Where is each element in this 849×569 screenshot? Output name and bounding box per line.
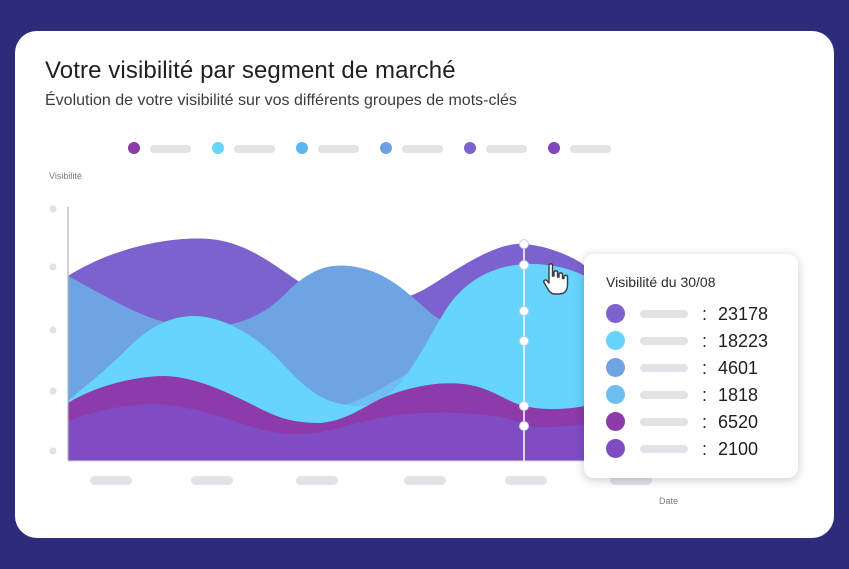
hand-pointer-icon: [543, 263, 569, 295]
tooltip-label-placeholder: [640, 391, 688, 399]
tooltip-title: Visibilité du 30/08: [606, 274, 716, 290]
x-tick-label-placeholder: [191, 476, 233, 485]
tooltip-color-dot: [606, 439, 625, 458]
y-tick-markers: [49, 205, 57, 455]
tooltip-row: : 2100: [606, 439, 786, 459]
tooltip-separator: :: [702, 385, 708, 405]
tooltip-label-placeholder: [640, 337, 688, 345]
tooltip-color-dot: [606, 304, 625, 323]
tooltip-color-dot: [606, 331, 625, 350]
crosshair-point: [519, 401, 529, 411]
legend-color-dot: [380, 142, 392, 154]
y-tick-dot: [49, 447, 57, 455]
tooltip-color-dot: [606, 412, 625, 431]
y-tick-dot: [49, 387, 57, 395]
tooltip-value: 6520: [718, 412, 759, 432]
tooltip-separator: :: [702, 331, 708, 351]
page-title: Votre visibilité par segment de marché: [45, 57, 456, 84]
x-tick-label-placeholder: [610, 476, 652, 485]
stacked-area-chart[interactable]: [15, 31, 834, 538]
tooltip-value: 18223: [718, 331, 769, 351]
chart-tooltip: Visibilité du 30/08 : 23178 : 18223 : 46…: [584, 254, 798, 478]
tooltip-separator: :: [702, 439, 708, 459]
tooltip-label-placeholder: [640, 418, 688, 426]
legend-label-placeholder: [318, 145, 359, 153]
page-subtitle: Évolution de votre visibilité sur vos di…: [45, 92, 517, 109]
tooltip-separator: :: [702, 358, 708, 378]
tooltip-separator: :: [702, 412, 708, 432]
legend-label-placeholder: [150, 145, 191, 153]
tooltip-row: : 1818: [606, 385, 786, 405]
crosshair-point: [519, 421, 529, 431]
y-tick-dot: [49, 326, 57, 334]
legend-label-placeholder: [402, 145, 443, 153]
legend-color-dot: [212, 142, 224, 154]
hover-crosshair: [519, 239, 529, 461]
tooltip-row: : 6520: [606, 412, 786, 432]
chart-areas: [68, 238, 585, 461]
x-tick-label-placeholder: [404, 476, 446, 485]
x-tick-label-placeholders: [90, 476, 652, 485]
legend-color-dot: [464, 142, 476, 154]
tooltip-row: : 23178: [606, 304, 786, 324]
x-axis-label: Date: [659, 496, 679, 506]
legend-color-dot: [548, 142, 560, 154]
area-series-6[interactable]: [68, 404, 585, 461]
crosshair-point: [519, 336, 529, 346]
tooltip-value: 4601: [718, 358, 759, 378]
crosshair-point: [519, 260, 529, 270]
legend-label-placeholder: [570, 145, 611, 153]
tooltip-color-dot: [606, 358, 625, 377]
tooltip-value: 23178: [718, 304, 769, 324]
x-tick-label-placeholder: [90, 476, 132, 485]
legend-color-dot: [296, 142, 308, 154]
x-tick-label-placeholder: [296, 476, 338, 485]
tooltip-separator: :: [702, 304, 708, 324]
y-axis-label: Visibilité: [49, 171, 82, 181]
tooltip-row: : 18223: [606, 331, 786, 351]
tooltip-value: 2100: [718, 439, 759, 459]
crosshair-point: [519, 239, 529, 249]
tooltip-label-placeholder: [640, 364, 688, 372]
y-tick-dot: [49, 263, 57, 271]
crosshair-point: [519, 306, 529, 316]
tooltip-value: 1818: [718, 385, 759, 405]
tooltip-row: : 4601: [606, 358, 786, 378]
legend-color-dot: [128, 142, 140, 154]
tooltip-color-dot: [606, 385, 625, 404]
y-tick-dot: [49, 205, 57, 213]
tooltip-label-placeholder: [640, 310, 688, 318]
x-tick-label-placeholder: [505, 476, 547, 485]
chart-card: Votre visibilité par segment de marché É…: [15, 31, 834, 538]
legend-label-placeholder: [234, 145, 275, 153]
tooltip-label-placeholder: [640, 445, 688, 453]
legend-label-placeholder: [486, 145, 527, 153]
